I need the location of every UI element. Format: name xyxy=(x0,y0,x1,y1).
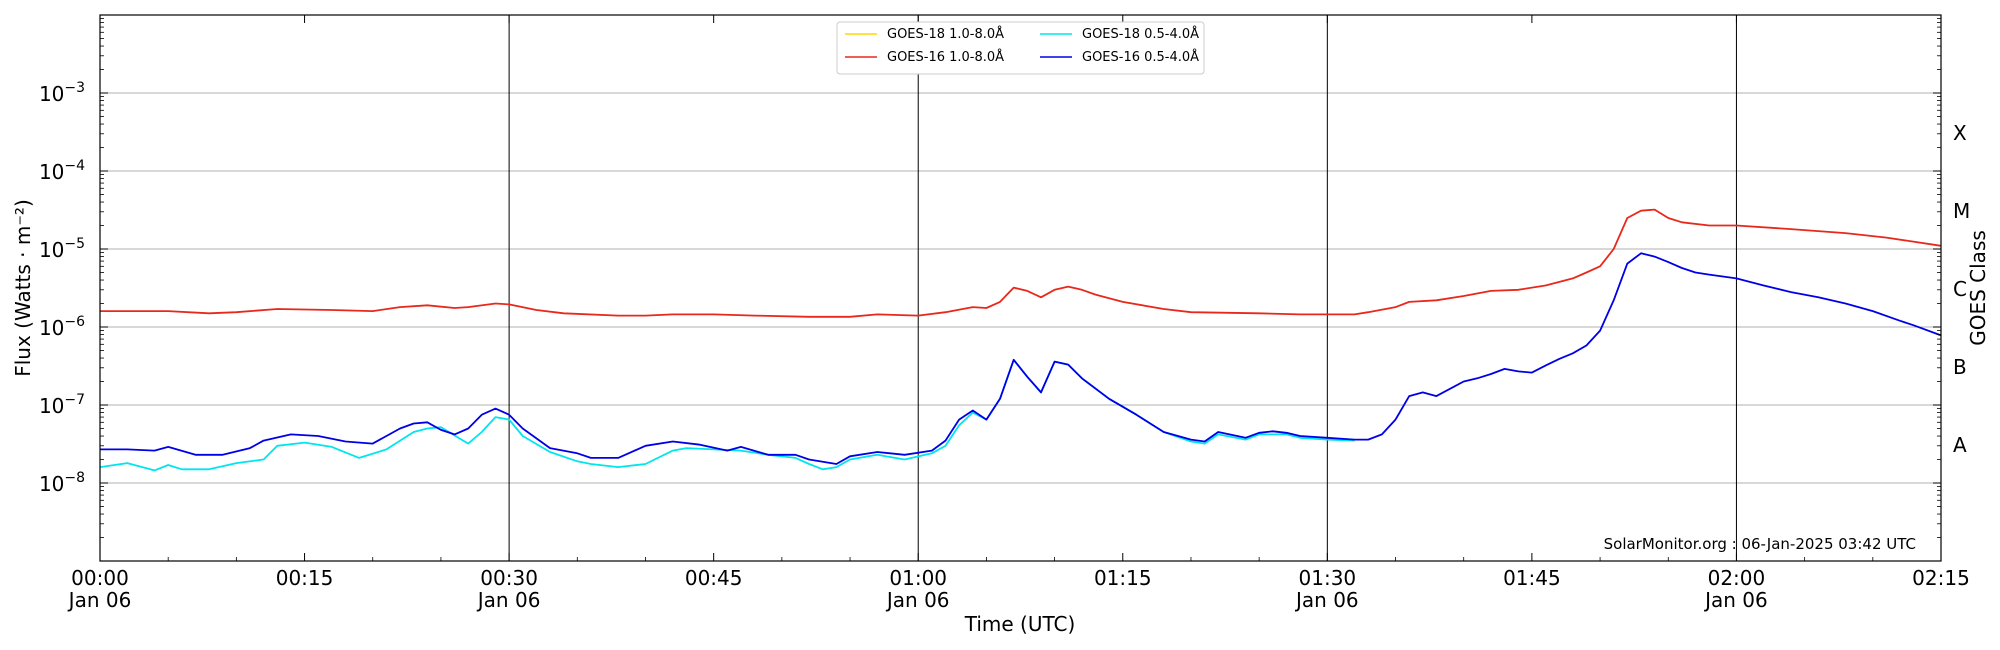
x-tick-label: 02:15 xyxy=(1912,566,1970,590)
legend-box xyxy=(836,21,1205,75)
x-tick-label: 01:15 xyxy=(1094,566,1152,590)
x-tick-date-label: Jan 06 xyxy=(67,588,132,612)
x-tick-date-label: Jan 06 xyxy=(885,588,950,612)
x-axis-title: Time (UTC) xyxy=(964,612,1076,636)
y-tick-label: 10−5 xyxy=(39,236,85,262)
legend: GOES-18 1.0-8.0Å GOES-16 1.0-8.0Å GOES-18 … xyxy=(836,21,1205,75)
x-tick-date-label: Jan 06 xyxy=(1703,588,1768,612)
legend-label: GOES-18 1.0-8.0Å xyxy=(887,26,1004,42)
y-axis-right-title: GOES Class xyxy=(1966,230,1990,346)
y-tick-label: 10−7 xyxy=(39,392,85,418)
y-axis-ticks: 10−8 10−7 10−6 10−5 10−4 10−3 xyxy=(39,18,1941,538)
x-tick-label: 01:45 xyxy=(1503,566,1561,590)
goes-class-label: X xyxy=(1953,121,1967,145)
goes-class-labels: A B C M X xyxy=(1953,121,1970,457)
series-line xyxy=(99,358,1355,472)
x-tick-date-label: Jan 06 xyxy=(476,588,541,612)
x-tick-label: 00:45 xyxy=(685,566,743,590)
legend-label: GOES-16 1.0-8.0Å xyxy=(887,49,1004,65)
x-tick-label: 00:30 xyxy=(480,566,538,590)
credit-text: SolarMonitor.org : 06-Jan-2025 03:42 UTC xyxy=(1604,535,1916,553)
goes-class-label: C xyxy=(1953,277,1967,301)
series-layer xyxy=(99,208,1942,472)
vertical-lines xyxy=(508,15,1737,561)
legend-label: GOES-16 0.5-4.0Å xyxy=(1082,49,1199,65)
x-tick-label: 01:30 xyxy=(1299,566,1357,590)
plot-frame xyxy=(99,14,1942,562)
series-line xyxy=(100,252,1942,465)
goes-class-label: A xyxy=(1953,433,1967,457)
grid-layer xyxy=(100,92,1941,484)
y-axis-title: Flux (Watts · m⁻²) xyxy=(11,199,35,377)
goes-class-label: B xyxy=(1953,355,1967,379)
x-tick-date-label: Jan 06 xyxy=(1294,588,1359,612)
y-tick-label: 10−4 xyxy=(39,158,85,184)
legend-label: GOES-18 0.5-4.0Å xyxy=(1082,26,1199,42)
y-tick-label: 10−3 xyxy=(39,80,85,106)
x-tick-label: 00:00 xyxy=(71,566,129,590)
goes-class-label: M xyxy=(1953,199,1970,223)
x-tick-label: 02:00 xyxy=(1708,566,1766,590)
y-tick-label: 10−6 xyxy=(39,314,85,340)
x-tick-label: 01:00 xyxy=(889,566,947,590)
x-tick-label: 00:15 xyxy=(276,566,334,590)
y-tick-label: 10−8 xyxy=(39,470,85,496)
series-line xyxy=(100,208,1942,318)
